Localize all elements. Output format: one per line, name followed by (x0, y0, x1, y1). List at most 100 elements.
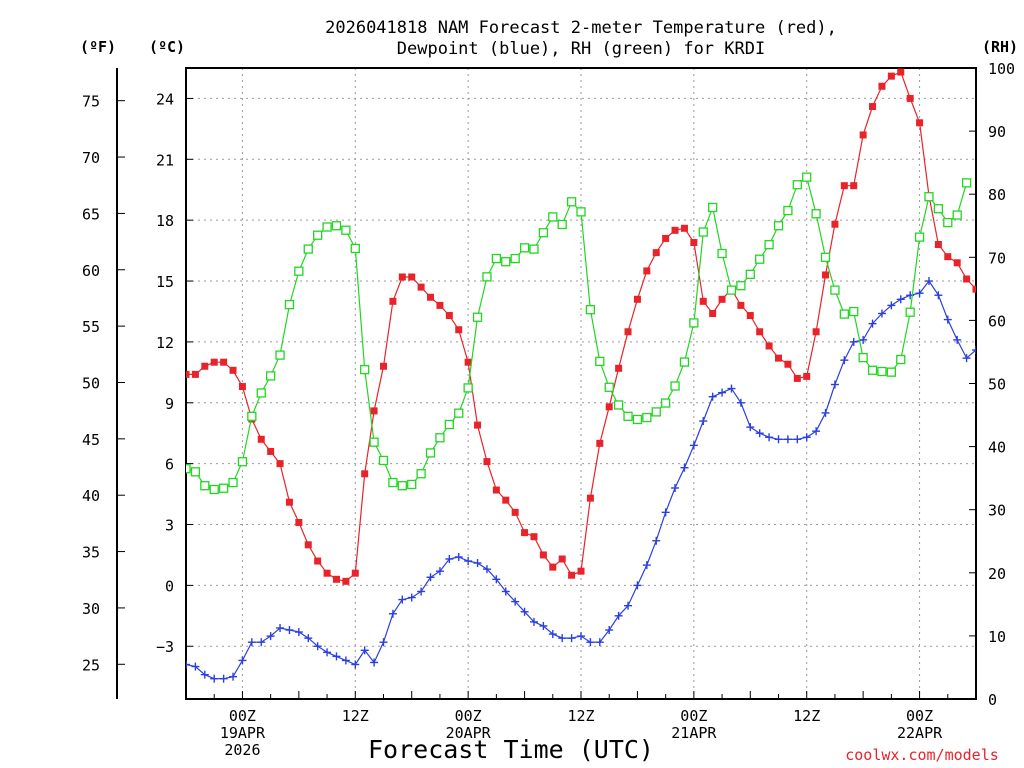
dewpoint-point (953, 335, 962, 344)
temperature-point (483, 458, 491, 466)
x-axis-title: Forecast Time (UTC) (368, 735, 654, 764)
c-tick-label: 0 (165, 577, 174, 595)
rh-point (529, 244, 539, 254)
temperature-point (492, 486, 500, 494)
rh-point (566, 197, 577, 207)
rh-point (764, 240, 774, 250)
temperature-point (850, 182, 858, 190)
rh-point (463, 383, 473, 393)
rh-point (294, 266, 304, 276)
rh-point (877, 366, 887, 377)
dewpoint-point (257, 638, 266, 647)
c-tick-label: 24 (156, 90, 174, 108)
temperature-point (267, 447, 275, 455)
rh-tick-label: 40 (988, 439, 1006, 457)
temperature-point (530, 533, 538, 541)
f-tick-label: 35 (82, 544, 100, 562)
temperature-point (963, 275, 971, 283)
dewpoint-point (210, 674, 219, 683)
dewpoint-point (529, 617, 538, 626)
rh-point (585, 305, 596, 315)
dewpoint-point (943, 315, 952, 324)
temperature-point (191, 370, 199, 378)
temperature-point (859, 131, 867, 139)
temperature-point (680, 224, 688, 232)
rh-point (388, 477, 398, 488)
rh-point (200, 481, 210, 491)
rh-point (313, 230, 323, 240)
dewpoint-point (972, 346, 976, 355)
rh-point (303, 244, 313, 254)
temperature-point (822, 271, 830, 279)
rh-point (275, 350, 285, 360)
dewpoint-point (802, 433, 811, 442)
dewpoint-point (219, 674, 228, 683)
rh-point (247, 411, 257, 421)
dewpoint-point (614, 611, 623, 620)
unit-label-rh: (RH) (982, 38, 1018, 56)
rh-point (350, 243, 360, 254)
temperature-point (840, 182, 848, 190)
rh-tick-label: 100 (988, 60, 1015, 78)
dewpoint-point (671, 483, 680, 492)
rh-point (802, 172, 812, 182)
temperature-point (370, 407, 378, 415)
temperature-point (577, 567, 585, 575)
temperature-point (332, 575, 340, 583)
temperature-point (342, 577, 350, 585)
temperature-point (765, 342, 773, 350)
temperature-point (869, 103, 877, 111)
rh-point (839, 309, 849, 319)
dewpoint-point (896, 295, 905, 304)
dewpoint-point (473, 559, 482, 568)
dewpoint-point (859, 335, 868, 344)
x-tick-label: 19APR (220, 724, 266, 742)
rh-point (651, 407, 661, 417)
temperature-point (887, 72, 895, 80)
temperature-point (671, 226, 679, 234)
dewpoint-point (417, 587, 426, 596)
f-tick-label: 70 (82, 149, 100, 167)
dewpoint-point (840, 356, 849, 365)
temperature-point (624, 328, 632, 336)
dewpoint-point (426, 573, 435, 582)
dewpoint-point (492, 575, 501, 584)
c-tick-label: 12 (156, 334, 174, 352)
x-tick-label: 2026 (224, 741, 260, 759)
rh-point (576, 207, 586, 217)
rh-point (604, 382, 614, 392)
series-line-plus (186, 279, 976, 680)
x-tick-label: 20APR (446, 724, 492, 742)
dewpoint-point (736, 398, 745, 407)
temperature-point (314, 557, 322, 565)
temperature-point (427, 293, 435, 301)
temperature-point (944, 253, 952, 261)
dewpoint-point (294, 628, 303, 637)
dewpoint-point (868, 319, 877, 328)
rh-point (482, 272, 492, 282)
temperature-point (549, 563, 557, 571)
dewpoint-point (558, 634, 567, 643)
rh-tick-label: 20 (988, 565, 1006, 583)
dewpoint-point (379, 638, 388, 647)
f-tick-label: 55 (82, 318, 100, 336)
dewpoint-point (586, 638, 595, 647)
temperature-point (186, 370, 190, 378)
rh-point (218, 483, 229, 493)
f-tick-label: 65 (82, 205, 100, 223)
dewpoint-point (238, 656, 247, 665)
rh-point (689, 318, 699, 328)
temperature-point (662, 234, 670, 242)
dewpoint-point (511, 597, 520, 606)
c-tick-label: 9 (165, 395, 174, 413)
temperature-point (690, 238, 698, 246)
dewpoint-point (727, 384, 736, 393)
rh-point (736, 281, 746, 291)
dewpoint-point (304, 634, 313, 643)
temperature-point (521, 529, 529, 537)
dewpoint-point (718, 388, 727, 397)
temperature-point (605, 403, 613, 411)
temperature-point (831, 220, 839, 228)
rh-point (284, 299, 295, 310)
rh-point (623, 411, 633, 421)
